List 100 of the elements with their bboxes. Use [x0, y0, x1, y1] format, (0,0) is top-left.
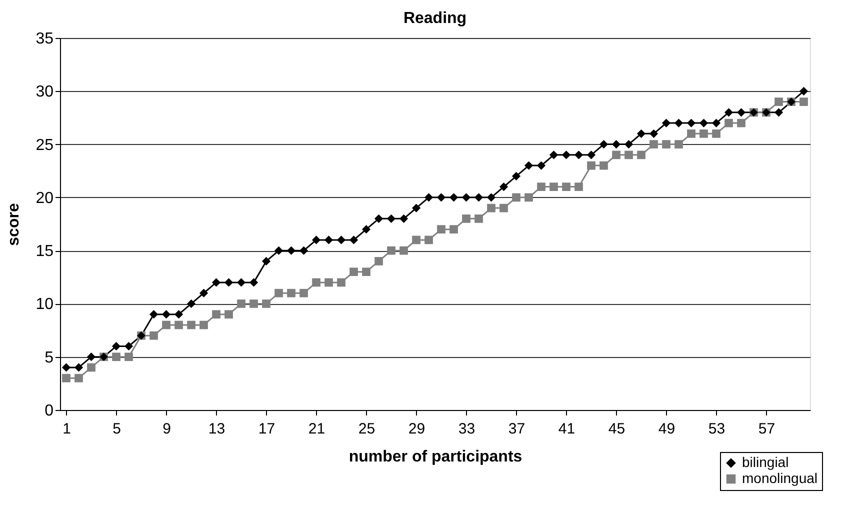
x-tick-label: 29 — [408, 420, 426, 438]
point — [637, 150, 646, 160]
point — [724, 108, 733, 117]
point — [350, 268, 358, 276]
point — [162, 310, 170, 319]
point — [424, 193, 433, 202]
point — [362, 268, 370, 276]
point — [700, 129, 708, 138]
point — [250, 278, 258, 287]
x-tick-label: 25 — [358, 420, 376, 438]
point — [524, 161, 533, 170]
point — [262, 257, 270, 266]
point — [374, 214, 383, 223]
point — [337, 236, 346, 244]
point — [487, 193, 496, 202]
point — [300, 288, 308, 298]
point — [800, 86, 808, 96]
point — [462, 214, 470, 223]
x-tick-label: 21 — [308, 420, 326, 438]
x-tick-label: 5 — [112, 420, 121, 438]
point — [662, 118, 670, 128]
point — [600, 140, 608, 148]
point — [487, 204, 496, 212]
point — [650, 140, 658, 148]
point — [512, 193, 520, 202]
point — [300, 246, 308, 255]
point — [624, 150, 633, 160]
x-tick-label: 17 — [258, 420, 276, 438]
y-tick-label: 5 — [44, 349, 54, 366]
point — [400, 246, 408, 255]
point — [387, 246, 396, 255]
point — [287, 246, 296, 255]
point — [587, 150, 596, 160]
point — [350, 236, 358, 244]
point — [724, 118, 733, 128]
point — [437, 225, 446, 234]
point — [74, 363, 83, 372]
point — [237, 300, 246, 308]
point — [737, 108, 746, 117]
point — [150, 310, 158, 319]
x-tick-label: 53 — [708, 420, 726, 438]
point — [274, 288, 283, 298]
point — [187, 320, 196, 330]
point — [462, 193, 470, 202]
point — [612, 150, 620, 160]
point — [150, 331, 158, 340]
x-tick-label: 9 — [162, 420, 171, 438]
point — [687, 129, 696, 138]
point — [87, 352, 96, 362]
point — [574, 182, 583, 191]
point — [400, 214, 408, 223]
y-tick-label: 30 — [36, 84, 54, 101]
x-tick-label: 57 — [758, 420, 776, 438]
point — [124, 342, 133, 350]
point — [237, 278, 246, 287]
point — [224, 278, 233, 287]
y-tick-label: 10 — [36, 296, 54, 314]
point — [450, 225, 458, 234]
x-tick-label: 1 — [62, 420, 71, 438]
y-tick-label: 0 — [44, 402, 54, 420]
point — [162, 320, 170, 330]
point — [524, 193, 533, 202]
point — [287, 288, 296, 298]
point — [312, 278, 320, 287]
point — [537, 161, 546, 170]
point — [650, 129, 658, 138]
point — [200, 320, 208, 330]
point — [550, 182, 558, 191]
chart-title: Reading — [403, 10, 467, 27]
point — [200, 288, 208, 298]
point — [324, 278, 333, 287]
y-tick-label: 15 — [36, 243, 54, 260]
point — [62, 363, 70, 372]
point — [424, 236, 433, 244]
point — [212, 278, 220, 287]
legend-label: bilingial — [742, 454, 789, 470]
y-tick-label: 35 — [36, 30, 54, 48]
point — [262, 300, 270, 308]
point — [412, 236, 420, 244]
point — [274, 246, 283, 255]
legend-label: monolingual — [742, 470, 818, 486]
point — [562, 182, 570, 191]
point — [674, 118, 683, 128]
point — [174, 310, 183, 319]
point — [387, 214, 396, 223]
point — [500, 204, 508, 212]
point — [574, 150, 583, 160]
point — [312, 236, 320, 244]
point — [250, 300, 258, 308]
point — [224, 310, 233, 319]
point — [600, 161, 608, 170]
point — [774, 98, 783, 106]
y-tick-label: 25 — [36, 136, 54, 154]
point — [587, 161, 596, 170]
point — [700, 118, 708, 128]
point — [212, 310, 220, 319]
y-axis-title: score — [6, 203, 23, 246]
point — [474, 214, 483, 223]
point — [474, 193, 483, 202]
point — [712, 129, 720, 138]
